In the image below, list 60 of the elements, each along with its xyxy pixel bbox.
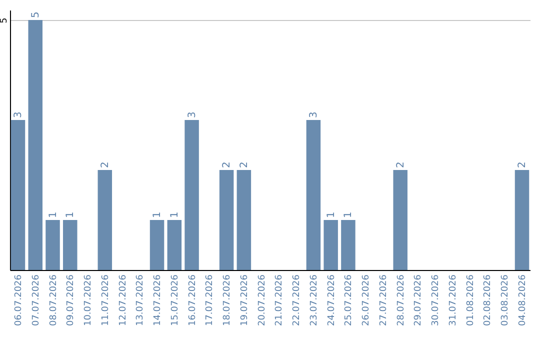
bar [324,220,338,270]
x-tick-label: 09.07.2026 [66,274,76,326]
data-label: 2 [222,162,233,168]
x-tick-label: 07.07.2026 [31,274,42,326]
x-tick-label: 14.07.2026 [153,274,164,326]
bar [167,220,182,270]
x-tick-label: 18.07.2026 [222,274,233,326]
x-tick-label: 12.07.2026 [118,274,128,326]
x-tick-label: 04.08.2026 [518,274,528,326]
x-tick-label: 16.07.2026 [188,274,198,326]
data-label: 2 [100,162,111,168]
x-tick-label: 31.07.2026 [448,274,458,326]
data-label: 1 [48,212,59,218]
bar [184,120,199,270]
x-tick-label: 21.07.2026 [274,274,285,326]
x-tick-label: 29.07.2026 [414,274,424,326]
x-tick-label: 10.07.2026 [84,274,94,326]
bar [150,220,164,270]
bar [98,170,112,270]
bar [236,170,252,270]
x-tick-label: 02.08.2026 [483,274,494,326]
x-tick-label: 25.07.2026 [344,274,354,326]
data-label: 3 [308,112,320,118]
bar [219,170,234,270]
bar [393,170,408,270]
bar [306,120,321,270]
x-tick-label: 30.07.2026 [431,274,442,326]
x-tick-label: 20.07.2026 [257,274,268,326]
bar [514,170,530,270]
data-label: 3 [12,112,24,118]
x-tick-label: 23.07.2026 [309,274,320,326]
x-tick-label: 26.07.2026 [362,274,372,326]
x-tick-label: 28.07.2026 [396,274,406,326]
bar [10,120,26,270]
data-label: 1 [343,212,354,218]
bar [28,20,42,270]
data-label: 2 [517,162,528,168]
bar [341,220,356,270]
data-label: 1 [152,212,164,218]
x-tick-label: 27.07.2026 [378,274,389,326]
x-tick-label: 08.07.2026 [48,274,59,326]
data-label: 1 [65,212,76,218]
x-tick-label: 17.07.2026 [205,274,216,326]
x-tick-label: 01.08.2026 [466,274,476,326]
data-label: 5 [30,12,42,18]
x-tick-label: 03.08.2026 [500,274,511,326]
x-tick-label: 11.07.2026 [100,274,111,326]
x-tick-label: 19.07.2026 [240,274,250,326]
x-tick-label: 24.07.2026 [326,274,337,326]
x-tick-label: 13.07.2026 [136,274,146,326]
data-label: 2 [238,162,250,168]
x-tick-label: 22.07.2026 [292,274,302,326]
x-tick-label: 15.07.2026 [170,274,180,326]
data-label: 1 [169,212,180,218]
data-label: 3 [186,112,198,118]
bar [63,220,78,270]
data-label: 2 [395,162,406,168]
bar [46,220,60,270]
data-label: 1 [326,212,337,218]
x-tick-label: 06.07.2026 [14,274,24,326]
